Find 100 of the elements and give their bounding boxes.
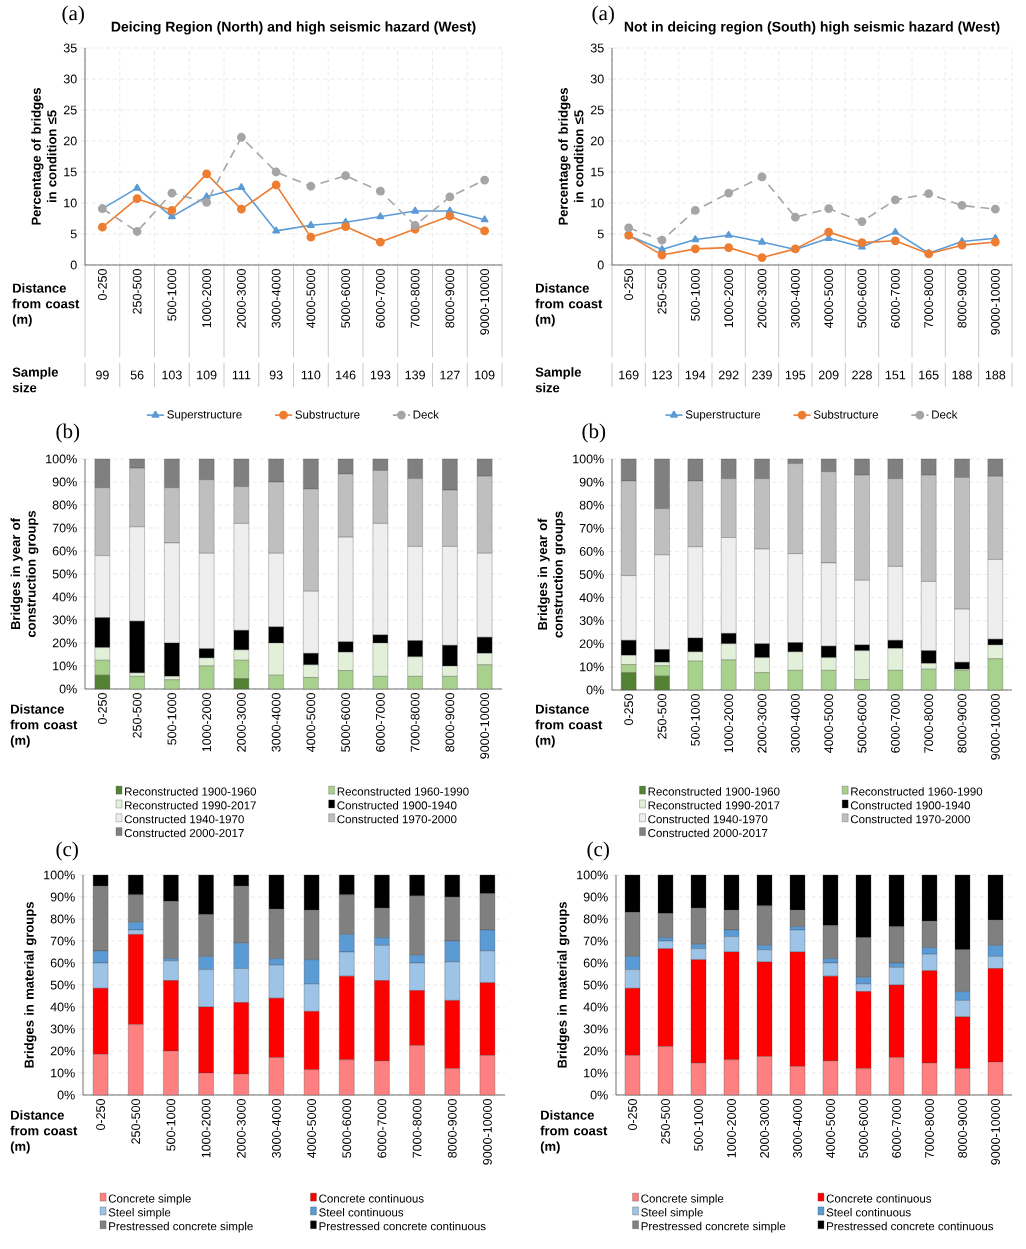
x-tick-label: 0-250 <box>97 693 107 725</box>
x-axis-title: Distance from coast (m) <box>535 283 603 327</box>
y-tick-label: 40% <box>583 1002 608 1012</box>
legend-label: Prestressed concrete continuous <box>827 1221 994 1231</box>
text: 109 <box>197 370 217 380</box>
x-tick-label: 3000-4000 <box>271 269 281 328</box>
x-tick-label: 2000-3000 <box>757 269 767 328</box>
x-axis-title: Distance from coast (m) <box>10 1110 78 1154</box>
text: 139 <box>405 370 425 380</box>
x-tick-label: 250-500 <box>131 1099 141 1144</box>
x-tick-label: 7000-8000 <box>410 269 420 328</box>
y-axis-title: Percentage of bridges in condition ≤5 <box>558 88 584 225</box>
y-tick-label: 0 <box>70 260 77 270</box>
x-tick-label: 1000-2000 <box>724 269 734 328</box>
y-tick-label: 15 <box>591 167 604 177</box>
y-tick-label: 25 <box>590 105 604 115</box>
text: 195 <box>785 370 806 380</box>
x-tick-label: 250-500 <box>657 694 667 739</box>
legend-label: Steel continuous <box>826 1208 911 1217</box>
text: (a) <box>62 5 84 25</box>
x-tick-label: 6000-7000 <box>892 1099 901 1158</box>
y-axis-title: Percentage of bridges in condition ≤5 <box>31 88 57 225</box>
x-tick-label: 2000-3000 <box>236 693 246 752</box>
x-tick-label: 5000-6000 <box>859 1099 868 1158</box>
y-axis-title: Bridges in year of construction groups <box>537 511 566 638</box>
x-tick-label: 7000-8000 <box>410 693 420 752</box>
x-tick-label: 3000-4000 <box>790 694 800 753</box>
x-tick-label: 2000-3000 <box>760 1099 769 1158</box>
text: 111 <box>232 370 251 380</box>
text: 193 <box>370 370 391 380</box>
y-tick-label: 15 <box>64 167 77 177</box>
y-tick-label: 10% <box>51 1068 75 1078</box>
x-tick-label: 7000-8000 <box>924 694 934 753</box>
x-tick-label: 1000-2000 <box>727 1099 736 1158</box>
x-tick-label: 3000-4000 <box>272 1099 281 1158</box>
x-tick-label: 250-500 <box>132 269 142 314</box>
text: 123 <box>652 370 672 380</box>
y-tick-label: 100% <box>46 454 77 464</box>
legend-label: Constructed 1940-1970 <box>648 814 768 824</box>
legend-label: Concrete simple <box>641 1194 724 1205</box>
x-tick-label: 7000-8000 <box>924 269 934 328</box>
y-tick-label: 35 <box>590 43 604 53</box>
text: 209 <box>818 370 839 380</box>
y-axis-title: Bridges in material groups <box>24 902 37 1068</box>
y-tick-label: 60% <box>579 546 604 556</box>
x-tick-label: 4000-5000 <box>824 694 834 754</box>
x-tick-label: 6000-7000 <box>377 1099 387 1158</box>
y-tick-label: 80% <box>579 500 604 510</box>
y-tick-label: 30 <box>590 74 604 84</box>
x-tick-label: 6000-7000 <box>375 269 385 328</box>
y-tick-label: 30% <box>50 1024 75 1034</box>
text: 103 <box>162 370 182 380</box>
x-axis-title: Distance from coast (m) <box>10 704 78 748</box>
x-tick-label: 9000-10000 <box>480 269 490 335</box>
x-tick-label: 5000-6000 <box>342 1099 352 1158</box>
legend-label: Constructed 1900-1940 <box>337 801 457 810</box>
y-tick-label: 30% <box>52 615 77 625</box>
legend-label: Deck <box>413 410 439 419</box>
y-tick-label: 0 <box>597 260 604 270</box>
y-tick-label: 30% <box>583 1024 608 1034</box>
y-tick-label: 80% <box>583 914 608 924</box>
x-tick-label: 9000-10000 <box>483 1099 492 1165</box>
text: 194 <box>685 370 706 380</box>
legend-label: Steel continuous <box>319 1208 404 1217</box>
y-tick-label: 70% <box>583 936 608 946</box>
x-tick-label: 9000-10000 <box>991 1099 1000 1165</box>
x-tick-label: 1000-2000 <box>724 694 734 753</box>
x-tick-label: 4000-5000 <box>824 269 834 329</box>
text: 165 <box>919 370 939 380</box>
legend-label: Deck <box>932 410 958 419</box>
y-tick-label: 90% <box>50 892 75 902</box>
y-tick-label: 70% <box>50 936 75 946</box>
legend-label: Reconstructed 1900-1960 <box>648 787 780 796</box>
y-tick-label: 10 <box>64 198 77 208</box>
y-axis-title: Bridges in year of construction groups <box>10 510 39 638</box>
x-tick-label: 8000-9000 <box>445 693 455 752</box>
x-tick-label: 5000-6000 <box>857 269 867 328</box>
y-tick-label: 50% <box>583 980 608 990</box>
y-tick-label: 30% <box>579 616 604 626</box>
x-axis-title: Distance from coast (m) <box>540 1110 608 1154</box>
x-tick-label: 9000-10000 <box>480 693 490 759</box>
y-tick-label: 90% <box>583 892 608 902</box>
y-tick-label: 0% <box>57 1090 75 1100</box>
x-tick-label: 500-1000 <box>690 694 700 746</box>
legend-label: Constructed 2000-2017 <box>124 828 244 838</box>
y-tick-label: 20% <box>50 1046 75 1056</box>
y-tick-label: 20% <box>583 1046 608 1056</box>
text: (b) <box>582 423 606 443</box>
x-tick-label: 2000-3000 <box>757 694 767 753</box>
y-tick-label: 50% <box>50 980 75 990</box>
y-tick-label: 10% <box>580 662 604 672</box>
x-tick-label: 1000-2000 <box>201 1099 211 1158</box>
x-tick-label: 250-500 <box>132 693 142 738</box>
y-tick-label: 5 <box>70 229 77 239</box>
y-tick-label: 100% <box>577 870 608 880</box>
text: 239 <box>752 370 772 380</box>
text: 188 <box>952 370 972 380</box>
text: 146 <box>336 370 356 380</box>
x-tick-label: 8000-9000 <box>958 1099 967 1158</box>
y-tick-label: 80% <box>52 500 77 510</box>
